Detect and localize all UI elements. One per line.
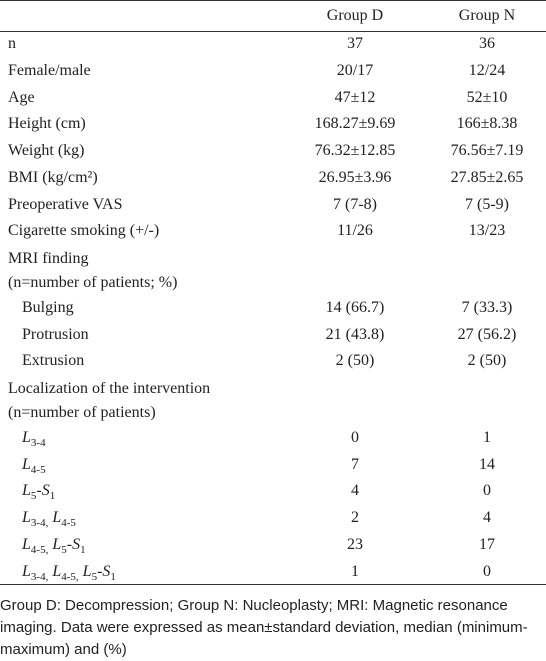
label-part: -S [66,535,81,553]
cell-value: 1 [483,429,491,447]
label-part: L [48,509,62,527]
footnote: Group D: Decompression; Group N: Nucleop… [0,597,528,658]
cell-value: 4 [351,482,359,500]
label-part: L [48,562,62,580]
cell-value: 7 (33.3) [461,298,513,316]
label-subscript: 3-4, [30,517,49,530]
cell-value: 166±8.38 [456,115,518,133]
cell-value: 0 [351,429,359,447]
cell-value: 7 [351,455,359,473]
cell-value: 26.95±3.96 [318,168,392,186]
cell-value: 36 [479,35,495,53]
row-label: Preoperative VAS [8,195,123,213]
label-part: L [22,509,31,527]
cell-value: 27.85±2.65 [450,168,524,186]
label-part: L [22,429,31,447]
label-part: L [22,482,31,500]
cell-value: 47±12 [334,88,376,106]
label-subscript: 4-5 [30,463,46,476]
row-label: Height (cm) [8,115,86,133]
row-label: Bulging [22,298,74,316]
row-label: L3-4 [22,426,46,455]
row-label: MRI finding [8,249,89,267]
row-label: Localization of the intervention [8,379,211,397]
cell-value: 27 (56.2) [457,325,517,343]
label-subscript: 5 [30,490,37,503]
row-label: L3-4, L4-5 [22,506,76,535]
cell-value: 7 (5-9) [465,195,509,213]
cell-value: 76.32±12.85 [314,142,396,160]
label-subscript: 4-5, [30,543,49,556]
label-part: -S [97,562,111,580]
cell-value: 20/17 [336,62,374,80]
row-label: Protrusion [22,325,89,343]
label-subscript: 3-4 [30,437,46,450]
label-subscript: 1 [80,543,86,556]
label-subscript: 1 [110,570,116,583]
label-subscript: 3-4, [30,570,49,583]
row-label: Weight (kg) [8,142,85,160]
row-label: Extrusion [22,352,85,370]
label-part: L [48,535,62,553]
cell-value: 0 [483,562,491,580]
cell-value: 0 [483,482,491,500]
cell-value: 4 [483,509,491,527]
cell-value: 21 (43.8) [325,325,385,343]
cell-value: 52±10 [466,88,508,106]
cell-value: 2 (50) [335,352,375,370]
cell-value: 37 [347,35,363,53]
row-label: (n=number of patients; %) [8,273,178,291]
row-label: Female/male [8,62,91,80]
label-part: L [78,562,92,580]
cell-value: 11/26 [337,222,373,240]
cell-value: 12/24 [468,62,506,80]
column-header: Group D [326,7,384,24]
row-label: Cigarette smoking (+/-) [8,222,160,240]
label-part: L [22,535,31,553]
cell-value: 23 [347,535,363,553]
row-label: L3-4, L4-5, L5-S1 [22,560,116,589]
label-part: L [22,455,31,473]
top-rule [0,0,546,1]
cell-value: 76.56±7.19 [450,142,524,160]
row-label: L4-5, L5-S1 [22,533,86,562]
cell-value: 2 [351,509,359,527]
cell-value: 14 [479,455,495,473]
row-label: n [8,35,16,53]
row-label: L4-5 [22,453,46,482]
cell-value: 168.27±9.69 [314,115,396,133]
cell-value: 2 (50) [467,352,507,370]
label-subscript: 4-5, [61,570,79,583]
cell-value: 14 (66.7) [325,298,385,316]
label-subscript: 5 [91,570,98,583]
row-label: BMI (kg/cm²) [8,168,98,186]
label-subscript: 4-5 [61,517,76,530]
label-subscript: 5 [61,543,67,556]
row-label: Age [8,88,35,106]
row-label: (n=number of patients) [8,403,156,421]
column-header: Group N [458,7,516,24]
cell-value: 13/23 [468,222,506,240]
cell-value: 7 (7-8) [333,195,377,213]
label-part: -S [36,482,50,500]
label-part: L [22,562,31,580]
cell-value: 1 [351,562,359,580]
label-subscript: 1 [49,490,56,503]
row-label: L5-S1 [22,479,55,508]
header-rule [0,31,546,32]
bottom-rule [0,584,546,585]
cell-value: 17 [479,535,495,553]
